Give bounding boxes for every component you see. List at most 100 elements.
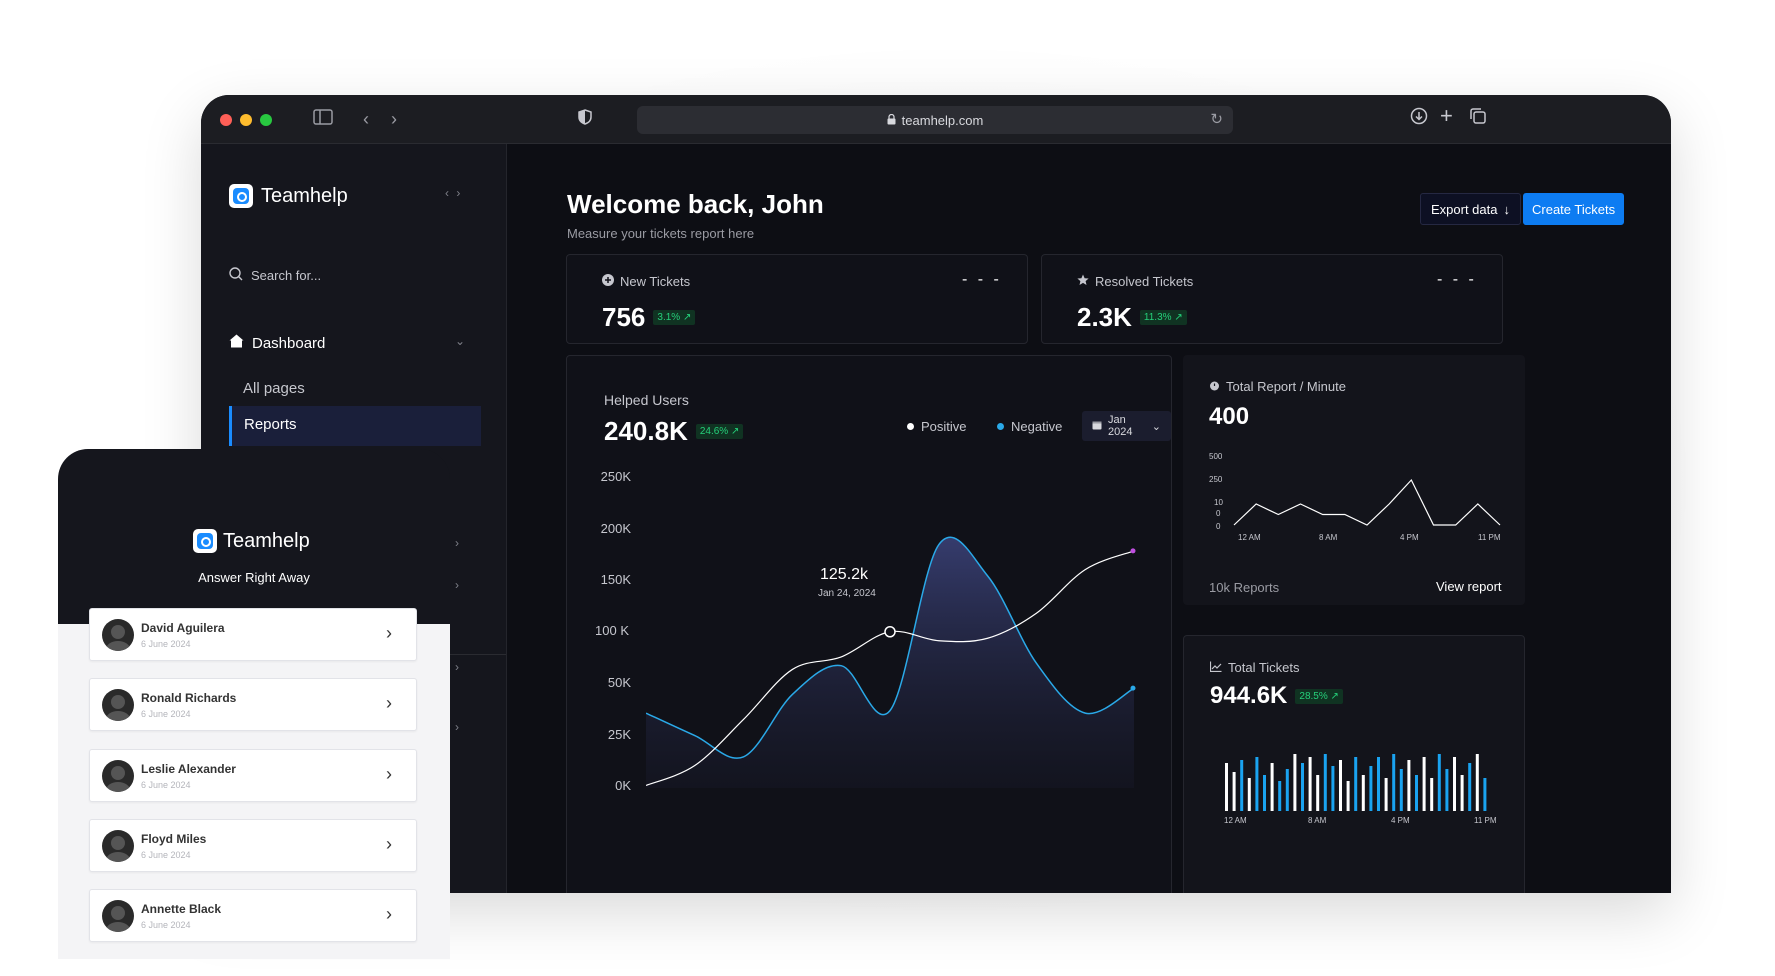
date-filter-select[interactable]: Jan 2024 ⌄ <box>1082 411 1171 441</box>
x-tick: 11 PM <box>1478 533 1501 542</box>
helped-users-title: Helped Users <box>604 392 689 408</box>
chevron-right-icon[interactable]: › <box>455 536 459 550</box>
sidebar-item-dashboard[interactable]: Dashboard <box>229 334 325 352</box>
list-item[interactable]: David Aguilera 6 June 2024 › <box>89 608 417 661</box>
mobile-brand-name: Teamhelp <box>223 529 310 552</box>
user-name: Floyd Miles <box>141 832 207 846</box>
page-subtitle: Measure your tickets report here <box>567 226 755 241</box>
star-icon <box>1077 274 1089 289</box>
negative-area <box>646 537 1134 788</box>
sidebar-item-reports[interactable]: Reports <box>229 406 481 446</box>
minimize-window-button[interactable] <box>240 114 252 126</box>
collapse-sidebar-icon[interactable]: ‹ › <box>445 186 463 200</box>
tooltip-point <box>884 626 896 638</box>
page-title: Welcome back, John <box>567 189 824 219</box>
ticket-bar <box>1407 760 1411 811</box>
more-options-icon[interactable]: - - - <box>1437 271 1477 288</box>
search-icon <box>229 267 243 284</box>
ticket-bar <box>1460 775 1464 811</box>
y-tick: 150K <box>600 572 631 587</box>
y-tick: 0 <box>1216 522 1221 531</box>
plus-circle-icon <box>602 274 614 289</box>
export-data-button[interactable]: Export data ↓ <box>1420 193 1521 225</box>
list-item[interactable]: Leslie Alexander 6 June 2024 › <box>89 749 417 802</box>
brand[interactable]: Teamhelp <box>229 184 348 208</box>
close-window-button[interactable] <box>220 114 232 126</box>
report-line <box>1233 478 1501 526</box>
avatar <box>102 760 134 792</box>
ticket-bar <box>1301 763 1304 811</box>
chevron-down-icon[interactable]: ⌄ <box>455 334 466 348</box>
maximize-window-button[interactable] <box>260 114 272 126</box>
ticket-bar <box>1263 775 1266 811</box>
tooltip-date: Jan 24, 2024 <box>818 588 876 599</box>
negative-dot <box>997 423 1004 430</box>
chevron-right-icon: › <box>386 693 392 713</box>
teamhelp-logo-icon <box>229 184 253 208</box>
total-report-value: 400 <box>1209 403 1250 430</box>
user-name: Leslie Alexander <box>141 762 236 776</box>
reports-count: 10k Reports <box>1209 580 1280 595</box>
x-tick: 12 AM <box>1238 533 1261 542</box>
lock-icon <box>887 113 896 128</box>
url-text: teamhelp.com <box>901 112 984 128</box>
ticket-bar <box>1445 769 1449 811</box>
forward-icon[interactable]: › <box>391 109 397 129</box>
legend-negative[interactable]: Negative <box>997 419 1062 434</box>
chevron-right-icon[interactable]: › <box>455 660 459 674</box>
positive-end-point <box>1130 548 1136 554</box>
ticket-bar <box>1384 778 1388 811</box>
sidebar-toggle-icon[interactable] <box>313 107 333 131</box>
ticket-bar <box>1316 775 1320 811</box>
helped-users-chart <box>646 536 1136 788</box>
url-bar[interactable]: teamhelp.com ↻ <box>637 106 1233 134</box>
x-tick: 4 PM <box>1391 816 1410 825</box>
sidebar-item-all-pages[interactable]: All pages <box>243 380 305 397</box>
user-date: 6 June 2024 <box>141 920 191 930</box>
tabs-icon[interactable] <box>1469 107 1487 131</box>
total-tickets-title: Total Tickets <box>1209 660 1300 675</box>
ticket-bar <box>1255 757 1259 811</box>
total-tickets-value: 944.6K 28.5% ↗ <box>1210 682 1343 710</box>
list-item[interactable]: Floyd Miles 6 June 2024 › <box>89 819 417 872</box>
sidebar-item-label: Dashboard <box>252 334 326 352</box>
mobile-app-overlay: Teamhelp Answer Right Away David Aguiler… <box>58 449 450 959</box>
y-tick: 10 <box>1214 498 1223 507</box>
export-label: Export data <box>1431 201 1498 217</box>
create-tickets-button[interactable]: Create Tickets <box>1523 193 1625 225</box>
ticket-bar <box>1331 766 1335 811</box>
total-report-title: Total Report / Minute <box>1209 379 1346 394</box>
x-tick: 8 AM <box>1308 816 1327 825</box>
shield-icon[interactable] <box>578 107 592 131</box>
change-badge: 28.5% ↗ <box>1295 688 1343 704</box>
ticket-bar <box>1293 754 1297 811</box>
more-options-icon[interactable]: - - - <box>962 271 1002 288</box>
legend-positive[interactable]: Positive <box>907 419 967 434</box>
ticket-bar <box>1354 757 1358 811</box>
x-tick: 8 AM <box>1319 533 1338 542</box>
view-report-link[interactable]: View report <box>1436 579 1502 594</box>
brand-name: Teamhelp <box>261 184 348 207</box>
change-badge: 24.6% ↗ <box>695 424 744 439</box>
total-tickets-chart <box>1225 754 1487 811</box>
y-tick: 250 <box>1209 475 1223 484</box>
user-date: 6 June 2024 <box>141 850 191 860</box>
arrow-down-icon: ↓ <box>1503 201 1511 217</box>
ticket-bar <box>1308 757 1312 811</box>
chevron-right-icon[interactable]: › <box>455 578 459 592</box>
tooltip-value: 125.2k <box>820 566 869 583</box>
negative-series-line <box>646 536 1135 759</box>
mobile-tagline: Answer Right Away <box>198 570 310 585</box>
list-item[interactable]: Annette Black 6 June 2024 › <box>89 889 417 942</box>
chevron-right-icon[interactable]: › <box>455 720 459 734</box>
list-item[interactable]: Ronald Richards 6 June 2024 › <box>89 678 417 731</box>
back-icon[interactable]: ‹ <box>363 109 369 129</box>
plus-icon[interactable]: + <box>1440 103 1453 128</box>
download-icon[interactable] <box>1410 107 1428 131</box>
ticket-bar <box>1240 760 1244 811</box>
ticket-bar <box>1422 757 1426 811</box>
helped-users-value: 240.8K 24.6% ↗ <box>604 416 744 447</box>
y-tick: 50K <box>607 675 631 690</box>
sidebar-search[interactable]: Search for... <box>229 267 321 284</box>
reload-icon[interactable]: ↻ <box>1210 111 1223 128</box>
